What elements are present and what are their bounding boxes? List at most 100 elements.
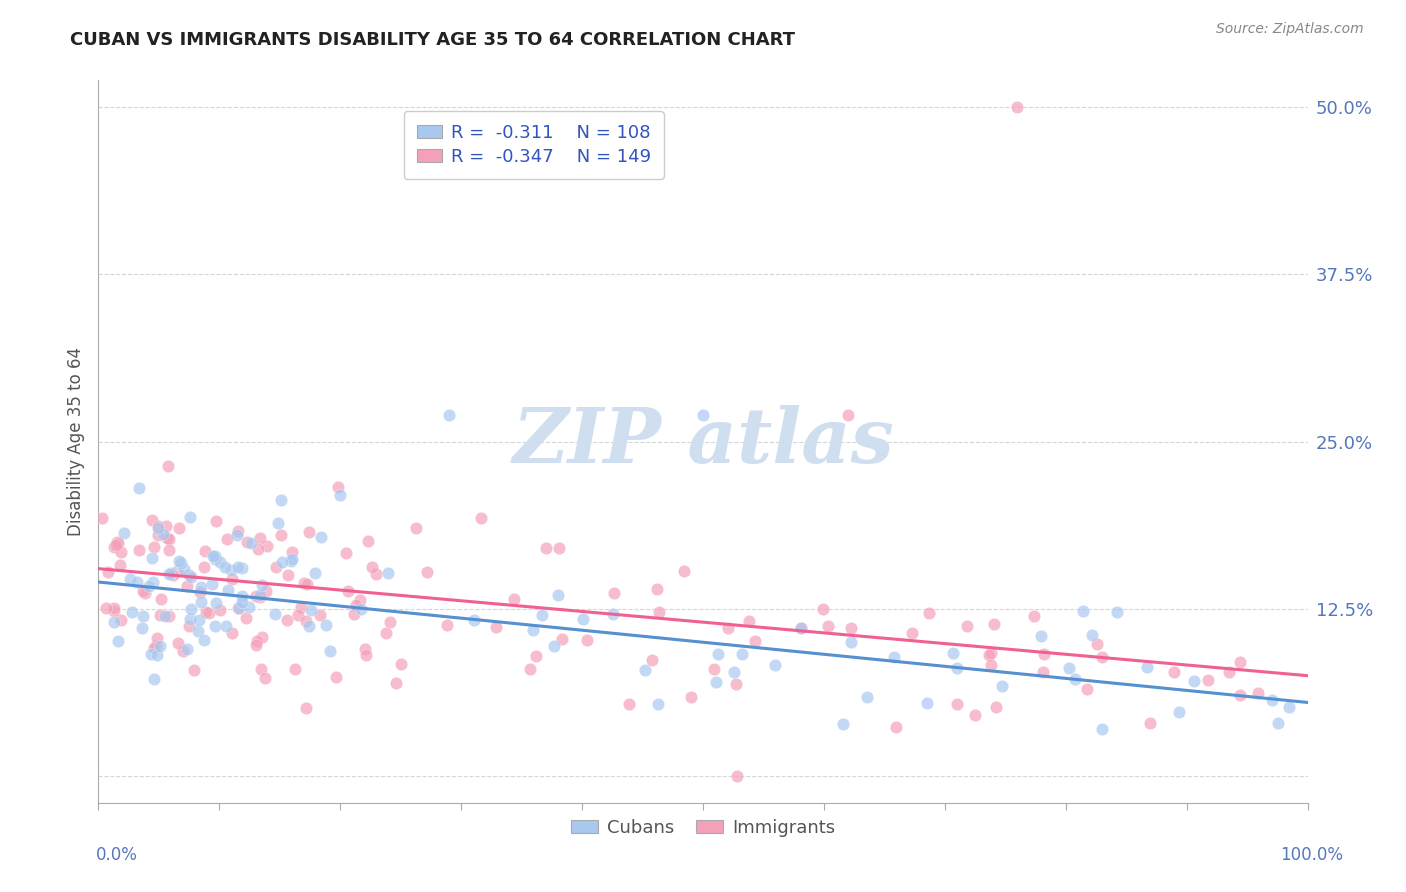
Point	[238, 599, 260, 614]
Point	[602, 607, 624, 622]
Point	[128, 542, 150, 557]
Point	[672, 565, 695, 579]
Point	[956, 619, 979, 633]
Point	[917, 696, 939, 710]
Point	[551, 632, 574, 646]
Point	[142, 541, 165, 555]
Point	[980, 646, 1002, 660]
Point	[725, 769, 748, 783]
Point	[1076, 681, 1098, 696]
Point	[280, 554, 302, 568]
Point	[1198, 673, 1220, 688]
Point	[946, 698, 969, 712]
Point	[221, 563, 243, 577]
Point	[298, 619, 321, 633]
Point	[104, 538, 127, 552]
Point	[166, 564, 188, 578]
Point	[159, 533, 181, 547]
Point	[141, 513, 163, 527]
Point	[641, 653, 664, 667]
Point	[737, 614, 759, 628]
Point	[226, 524, 249, 539]
Point	[437, 408, 460, 422]
Point	[918, 607, 941, 621]
Point	[108, 558, 131, 572]
Point	[883, 649, 905, 664]
Point	[717, 621, 740, 635]
Point	[547, 589, 569, 603]
Point	[276, 613, 298, 627]
Point	[177, 568, 200, 582]
Point	[336, 583, 359, 598]
Point	[1267, 716, 1289, 731]
Point	[145, 640, 167, 654]
Point	[1139, 715, 1161, 730]
Point	[603, 586, 626, 600]
Point	[375, 626, 398, 640]
Point	[329, 488, 352, 502]
Point	[150, 591, 173, 606]
Point	[1071, 604, 1094, 618]
Point	[295, 577, 318, 591]
Point	[309, 607, 332, 622]
Text: 0.0%: 0.0%	[96, 846, 138, 863]
Point	[350, 602, 373, 616]
Point	[160, 566, 183, 580]
Point	[214, 559, 236, 574]
Point	[146, 521, 169, 535]
Point	[194, 605, 217, 619]
Point	[201, 549, 224, 564]
Point	[132, 584, 155, 599]
Point	[572, 612, 595, 626]
Point	[900, 626, 922, 640]
Point	[1090, 722, 1112, 736]
Point	[134, 585, 156, 599]
Point	[253, 671, 276, 685]
Point	[249, 531, 271, 545]
Point	[335, 545, 357, 559]
Y-axis label: Disability Age 35 to 64: Disability Age 35 to 64	[66, 347, 84, 536]
Point	[547, 541, 569, 555]
Point	[138, 579, 160, 593]
Point	[645, 582, 668, 596]
Point	[221, 572, 243, 586]
Point	[304, 566, 326, 580]
Point	[530, 607, 553, 622]
Point	[190, 595, 212, 609]
Point	[415, 565, 437, 579]
Text: CUBAN VS IMMIGRANTS DISABILITY AGE 35 TO 64 CORRELATION CHART: CUBAN VS IMMIGRANTS DISABILITY AGE 35 TO…	[70, 31, 796, 49]
Point	[315, 618, 337, 632]
Point	[354, 642, 377, 657]
Point	[231, 560, 253, 574]
Point	[679, 690, 702, 705]
Point	[190, 580, 212, 594]
Point	[485, 620, 508, 634]
Point	[103, 604, 125, 618]
Point	[281, 545, 304, 559]
Point	[249, 662, 271, 676]
Point	[790, 621, 813, 635]
Point	[103, 601, 125, 615]
Point	[112, 526, 135, 541]
Point	[575, 633, 598, 648]
Point	[249, 590, 271, 604]
Point	[146, 632, 169, 646]
Point	[290, 599, 312, 614]
Point	[121, 605, 143, 619]
Point	[97, 565, 120, 579]
Point	[284, 662, 307, 676]
Point	[179, 509, 201, 524]
Point	[354, 648, 377, 662]
Point	[1261, 693, 1284, 707]
Point	[299, 603, 322, 617]
Point	[221, 625, 243, 640]
Point	[841, 635, 863, 649]
Point	[1182, 673, 1205, 688]
Point	[156, 531, 179, 545]
Point	[170, 556, 193, 570]
Point	[534, 541, 557, 556]
Point	[633, 663, 655, 677]
Point	[837, 408, 859, 422]
Point	[942, 646, 965, 660]
Text: ZIP atlas: ZIP atlas	[512, 405, 894, 478]
